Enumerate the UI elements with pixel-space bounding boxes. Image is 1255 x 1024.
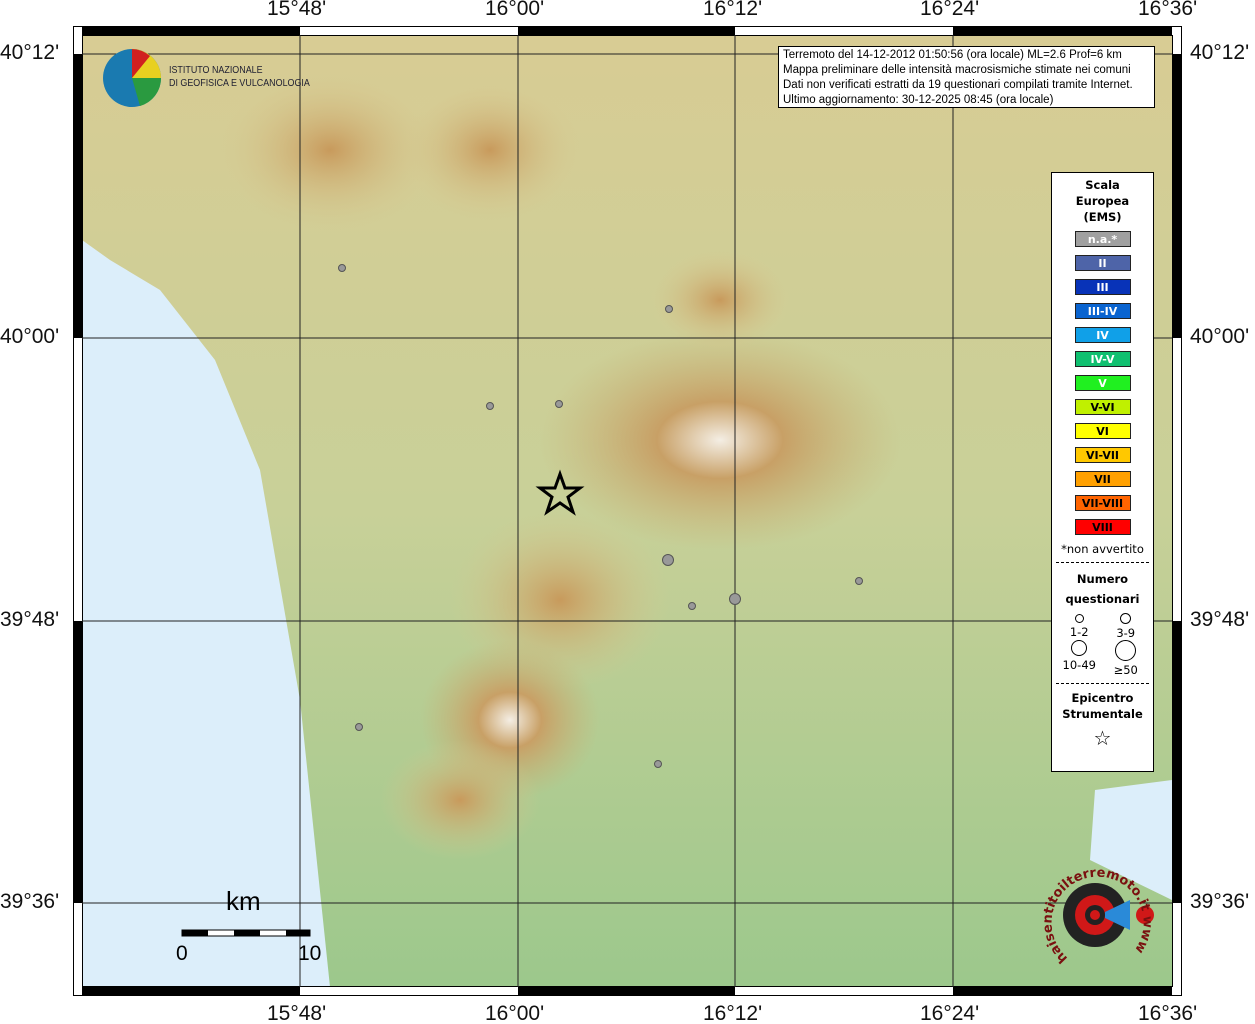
info-line: Mappa preliminare delle intensità macros… bbox=[783, 64, 1131, 76]
ingv-logo-icon bbox=[103, 49, 162, 107]
intensity-point bbox=[729, 593, 741, 605]
info-line: Dati non verificati estratti da 19 quest… bbox=[783, 79, 1133, 91]
lat-label-left: 39°48' bbox=[0, 608, 60, 631]
legend-swatch-iii: III bbox=[1074, 279, 1131, 295]
lat-label-left: 39°36' bbox=[0, 890, 60, 913]
count-title: Numero bbox=[1076, 572, 1129, 586]
legend-swatch-vii: VII bbox=[1074, 471, 1131, 487]
scale-bar bbox=[181, 929, 311, 937]
legend-swatch-iv: IV bbox=[1074, 327, 1131, 343]
intensity-point bbox=[355, 723, 363, 731]
relief bbox=[220, 70, 900, 860]
legend-swatch-vi-vii: VI-VII bbox=[1074, 447, 1131, 463]
legend-swatch-ii: II bbox=[1074, 255, 1131, 271]
lon-label-bottom: 15°48' bbox=[267, 1002, 327, 1024]
legend-swatch-viii: VIII bbox=[1074, 519, 1131, 535]
lon-label-bottom: 16°12' bbox=[703, 1002, 763, 1024]
intensity-point bbox=[486, 402, 494, 410]
lat-label-left: 40°00' bbox=[0, 325, 60, 348]
intensity-point bbox=[662, 554, 674, 566]
scale-unit: km bbox=[226, 886, 261, 916]
legend-title: (EMS) bbox=[1083, 210, 1122, 224]
logo-line: DI GEOFISICA E VULCANOLOGIA bbox=[169, 77, 310, 89]
legend-swatch-na: n.a.* bbox=[1074, 231, 1131, 247]
lat-label-right: 40°12' bbox=[1190, 41, 1250, 64]
lon-label-bottom: 16°36' bbox=[1138, 1002, 1198, 1024]
count-label: 3-9 bbox=[1116, 626, 1136, 640]
frame-ticks bbox=[73, 26, 1181, 996]
legend: Scala Europea (EMS) n.a.* II III III-IV IV IV… bbox=[1051, 172, 1154, 772]
lon-label-top: 16°36' bbox=[1138, 0, 1198, 20]
count-title: questionari bbox=[1065, 592, 1140, 606]
epicenter-star-icon: ☆ bbox=[1093, 726, 1112, 750]
epicenter-title: Epicentro bbox=[1071, 691, 1134, 705]
lat-label-right: 39°48' bbox=[1190, 608, 1250, 631]
epicenter-star bbox=[535, 469, 585, 516]
info-line: Ultimo aggiornamento: 30-12-2025 08:45 (… bbox=[783, 94, 1054, 106]
lon-label-top: 16°00' bbox=[485, 0, 545, 20]
scale-min: 0 bbox=[176, 942, 188, 965]
lon-label-top: 16°12' bbox=[703, 0, 763, 20]
intensity-point bbox=[338, 264, 346, 272]
lat-label-right: 39°36' bbox=[1190, 890, 1250, 913]
haisentito-logo-icon bbox=[1063, 883, 1154, 947]
legend-swatch-v: V bbox=[1074, 375, 1131, 391]
legend-title: Europea bbox=[1075, 194, 1130, 208]
graticule bbox=[82, 35, 1172, 987]
legend-swatch-v-vi: V-VI bbox=[1074, 399, 1131, 415]
legend-swatch-iv-v: IV-V bbox=[1074, 351, 1131, 367]
epicenter-title: Strumentale bbox=[1062, 707, 1143, 721]
intensity-point bbox=[688, 602, 696, 610]
info-line: Terremoto del 14-12-2012 01:50:56 (ora l… bbox=[783, 49, 1122, 61]
scale-max: 10 bbox=[298, 942, 322, 965]
logo-line: ISTITUTO NAZIONALE bbox=[169, 64, 263, 76]
count-symbols: 1-2 3-9 10-49 ≥50 bbox=[1052, 609, 1153, 677]
legend-swatch-vii-viii: VII-VIII bbox=[1074, 495, 1131, 511]
legend-swatch-iii-iv: III-IV bbox=[1074, 303, 1131, 319]
intensity-point bbox=[665, 305, 673, 313]
legend-swatch-vi: VI bbox=[1074, 423, 1131, 439]
count-label: 1-2 bbox=[1069, 625, 1089, 639]
count-label: ≥50 bbox=[1113, 663, 1138, 677]
lon-label-top: 16°24' bbox=[920, 0, 980, 20]
lat-label-left: 40°12' bbox=[0, 41, 60, 64]
ingv-logo-text: ISTITUTO NAZIONALE DI GEOFISICA E VULCAN… bbox=[169, 64, 310, 90]
legend-note: *non avvertito bbox=[1061, 542, 1144, 556]
lat-label-right: 40°00' bbox=[1190, 325, 1250, 348]
count-label: 10-49 bbox=[1062, 658, 1096, 672]
intensity-point bbox=[855, 577, 863, 585]
lon-label-top: 15°48' bbox=[267, 0, 327, 20]
lon-label-bottom: 16°24' bbox=[920, 1002, 980, 1024]
event-info-box: Terremoto del 14-12-2012 01:50:56 (ora l… bbox=[778, 46, 1155, 108]
intensity-point bbox=[555, 400, 563, 408]
legend-title: Scala bbox=[1085, 178, 1120, 192]
lon-label-bottom: 16°00' bbox=[485, 1002, 545, 1024]
intensity-point bbox=[654, 760, 662, 768]
